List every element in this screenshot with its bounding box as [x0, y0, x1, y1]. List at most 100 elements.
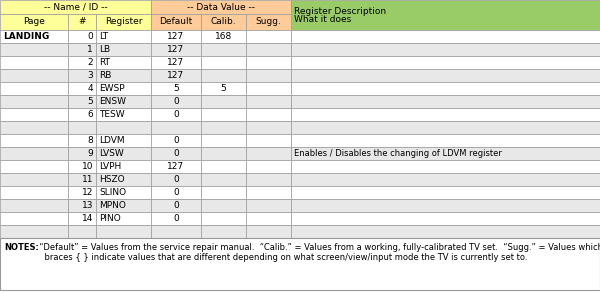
Bar [291, 43, 600, 56]
Text: 0: 0 [173, 214, 179, 223]
Text: LANDING: LANDING [3, 32, 49, 41]
Bar [201, 82, 246, 95]
Bar [68, 121, 96, 134]
Bar [151, 134, 201, 147]
Text: -- Data Value --: -- Data Value -- [187, 3, 255, 11]
Bar [201, 186, 246, 199]
Bar [151, 56, 201, 69]
Bar [96, 147, 151, 160]
Text: 0: 0 [173, 136, 179, 145]
Bar [201, 212, 246, 225]
Text: 8: 8 [87, 136, 93, 145]
Bar [291, 0, 600, 30]
Text: Sugg.: Sugg. [256, 18, 281, 26]
Bar [96, 186, 151, 199]
Bar [246, 43, 291, 56]
Bar [96, 225, 151, 238]
Bar [151, 14, 201, 30]
Bar [0, 14, 68, 30]
Bar [151, 212, 201, 225]
Text: 168: 168 [215, 32, 232, 41]
Bar [0, 108, 68, 121]
Bar [151, 173, 201, 186]
Bar [151, 186, 201, 199]
Bar [246, 199, 291, 212]
Bar [246, 95, 291, 108]
Text: 12: 12 [82, 188, 93, 197]
Bar [68, 186, 96, 199]
Bar [291, 69, 600, 82]
Bar [0, 212, 68, 225]
Bar [0, 225, 68, 238]
Bar [96, 173, 151, 186]
Bar [68, 108, 96, 121]
Text: 0: 0 [173, 201, 179, 210]
Bar [96, 95, 151, 108]
Text: 0: 0 [173, 110, 179, 119]
Text: 14: 14 [82, 214, 93, 223]
Text: 5: 5 [87, 97, 93, 106]
Bar [201, 95, 246, 108]
Bar [96, 82, 151, 95]
Text: EWSP: EWSP [99, 84, 125, 93]
Bar [68, 30, 96, 43]
Bar [0, 30, 68, 43]
Bar [0, 134, 68, 147]
Bar [96, 121, 151, 134]
Bar [246, 186, 291, 199]
Bar [201, 108, 246, 121]
Text: 11: 11 [82, 175, 93, 184]
Bar [201, 160, 246, 173]
Bar [68, 82, 96, 95]
Bar [68, 14, 96, 30]
Text: Register Description: Register Description [294, 8, 386, 16]
Bar [291, 108, 600, 121]
Bar [68, 69, 96, 82]
Text: 2: 2 [88, 58, 93, 67]
Bar [201, 134, 246, 147]
Text: 13: 13 [82, 201, 93, 210]
Text: 127: 127 [167, 32, 185, 41]
Text: RB: RB [99, 71, 112, 80]
Bar [291, 173, 600, 186]
Bar [246, 14, 291, 30]
Text: 0: 0 [173, 175, 179, 184]
Text: NOTES:: NOTES: [4, 243, 39, 252]
Bar [0, 238, 600, 290]
Text: #: # [78, 18, 86, 26]
Bar [201, 43, 246, 56]
Text: RT: RT [99, 58, 110, 67]
Text: 9: 9 [87, 149, 93, 158]
Bar [0, 147, 68, 160]
Bar [151, 82, 201, 95]
Bar [0, 82, 68, 95]
Text: 5: 5 [221, 84, 226, 93]
Bar [68, 56, 96, 69]
Bar [0, 121, 68, 134]
Text: LT: LT [99, 32, 108, 41]
Bar [96, 134, 151, 147]
Bar [96, 43, 151, 56]
Bar [291, 225, 600, 238]
Bar [201, 147, 246, 160]
Bar [246, 147, 291, 160]
Bar [246, 160, 291, 173]
Bar [0, 199, 68, 212]
Bar [96, 160, 151, 173]
Text: Enables / Disables the changing of LDVM register: Enables / Disables the changing of LDVM … [294, 149, 502, 158]
Bar [291, 147, 600, 160]
Text: MPNO: MPNO [99, 201, 126, 210]
Bar [151, 225, 201, 238]
Bar [151, 0, 291, 14]
Bar [246, 121, 291, 134]
Bar [151, 121, 201, 134]
Bar [246, 212, 291, 225]
Bar [151, 160, 201, 173]
Bar [291, 134, 600, 147]
Text: 5: 5 [173, 84, 179, 93]
Bar [151, 199, 201, 212]
Bar [291, 199, 600, 212]
Bar [246, 56, 291, 69]
Bar [291, 160, 600, 173]
Bar [0, 43, 68, 56]
